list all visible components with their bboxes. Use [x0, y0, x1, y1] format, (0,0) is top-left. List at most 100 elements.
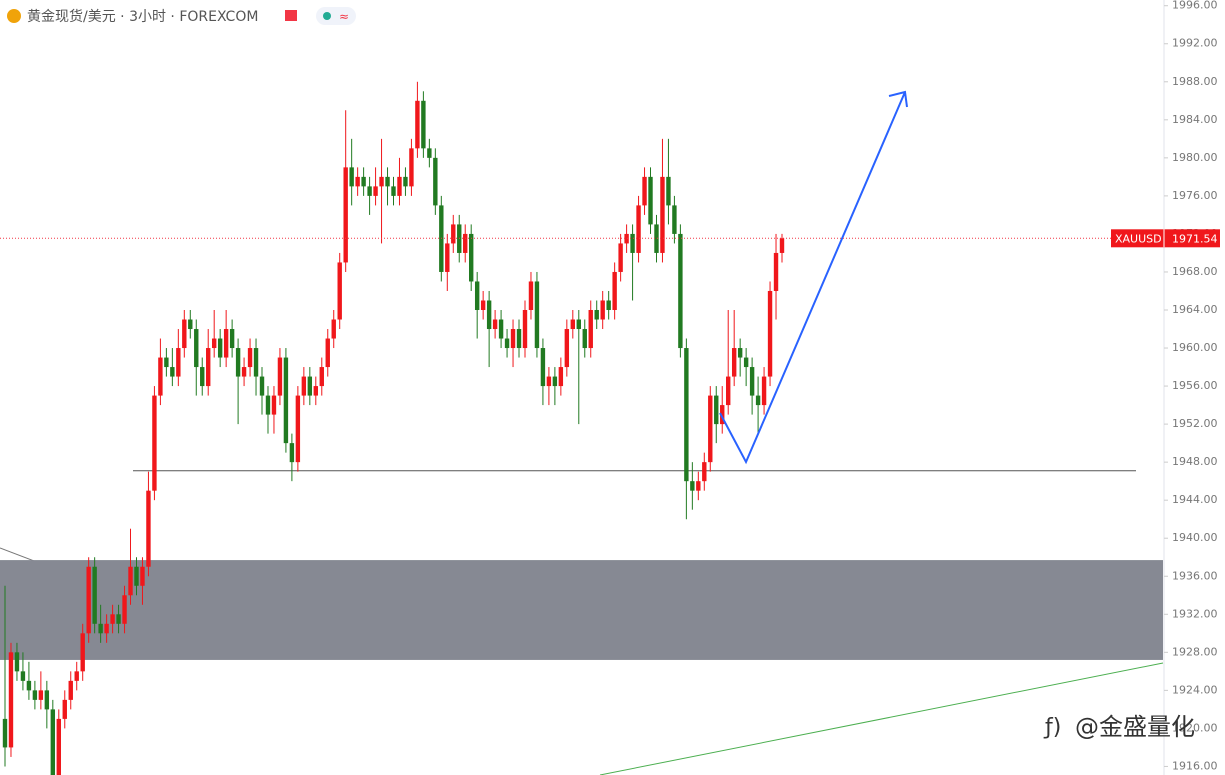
flag-icon — [285, 10, 297, 21]
candle-body — [558, 367, 564, 387]
y-tick-label: 1968.00 — [1172, 265, 1218, 278]
candle-body — [20, 671, 26, 681]
candle-body — [504, 338, 510, 349]
candle-body — [516, 329, 522, 349]
status-pill — [316, 7, 356, 25]
candle-body — [403, 176, 408, 187]
candle-body — [2, 718, 8, 748]
y-tick-label: 1944.00 — [1172, 493, 1218, 506]
candle-body — [217, 338, 223, 358]
projection-arrow — [719, 91, 906, 465]
candle-body — [612, 271, 617, 310]
candle-body — [343, 167, 348, 263]
y-tick-label: 1992.00 — [1172, 37, 1218, 50]
candle-body — [152, 395, 157, 491]
candle-body — [170, 367, 175, 377]
candle-body — [510, 329, 516, 349]
y-tick-label: 1928.00 — [1172, 645, 1218, 658]
candle-body — [779, 238, 785, 253]
candle-body — [44, 690, 50, 710]
candle-body — [690, 481, 695, 491]
candle-body — [606, 300, 611, 310]
trend-line — [599, 662, 1164, 775]
candle-body — [427, 148, 432, 158]
y-tick-label: 1980.00 — [1172, 151, 1218, 164]
candle-body — [271, 395, 277, 415]
candle-body — [319, 367, 324, 387]
candle-body — [140, 566, 145, 586]
y-tick-label: 1996.00 — [1172, 0, 1218, 12]
candle-body — [182, 319, 187, 349]
candle-body — [337, 262, 342, 320]
candle-body — [128, 566, 133, 596]
candle-body — [642, 176, 647, 206]
candle-body — [325, 338, 330, 368]
candle-body — [469, 233, 474, 282]
candle-body — [666, 176, 671, 206]
candle-body — [463, 233, 468, 253]
candle-body — [755, 395, 761, 406]
candle-body — [14, 652, 20, 672]
candle-body — [672, 205, 677, 234]
candle-body — [104, 623, 109, 634]
candle-body — [618, 243, 623, 272]
candle-body — [206, 348, 211, 387]
y-tick-label: 1952.00 — [1172, 417, 1218, 430]
status-icon: ≈ — [339, 10, 349, 24]
candle-body — [38, 690, 44, 700]
candle-body — [684, 348, 689, 482]
candle-body — [241, 367, 247, 377]
candle-body — [331, 319, 336, 339]
candle-body — [564, 329, 570, 368]
candle-body — [576, 319, 581, 330]
candle-body — [540, 348, 546, 387]
candle-body — [92, 566, 97, 624]
candle-body — [546, 376, 552, 387]
y-tick-label: 1940.00 — [1172, 531, 1218, 544]
y-tick-label: 1956.00 — [1172, 379, 1218, 392]
candle-body — [708, 395, 713, 463]
candle-body — [445, 243, 450, 272]
candle-body — [660, 176, 665, 253]
candle-body — [74, 671, 79, 681]
candle-body — [307, 376, 313, 396]
candle-body — [421, 100, 426, 149]
candle-body — [570, 319, 576, 330]
y-tick-label: 1988.00 — [1172, 75, 1218, 88]
candle-body — [295, 395, 301, 463]
candle-body — [277, 357, 283, 396]
candle-body — [313, 386, 318, 396]
candle-body — [349, 167, 354, 187]
candle-body — [158, 357, 163, 396]
candle-body — [451, 224, 456, 244]
candle-body — [86, 566, 91, 634]
candle-body — [588, 310, 593, 349]
symbol-icon — [7, 9, 21, 23]
candle-body — [749, 367, 755, 396]
candle-body — [367, 186, 372, 196]
candle-body — [211, 338, 217, 349]
candle-body — [534, 281, 540, 349]
candle-body — [737, 348, 743, 358]
y-tick-label: 1932.00 — [1172, 607, 1218, 620]
candle-body — [62, 699, 67, 719]
y-tick-label: 1916.00 — [1172, 759, 1218, 772]
candle-body — [714, 395, 719, 425]
candle-body — [767, 290, 773, 377]
status-dot — [323, 12, 331, 20]
candle-body — [8, 652, 14, 748]
candle-body — [409, 148, 414, 187]
y-tick-label: 1920.00 — [1172, 721, 1218, 734]
y-tick-label: 1976.00 — [1172, 189, 1218, 202]
candle-body — [223, 329, 229, 358]
candle-body — [379, 176, 384, 187]
candle-body — [528, 281, 534, 310]
candle-body — [391, 186, 396, 196]
watermark-icon: ƒ) — [1043, 715, 1061, 740]
last-price-box — [1111, 229, 1220, 248]
candle-body — [678, 233, 683, 349]
candle-body — [283, 357, 289, 444]
candle-body — [68, 680, 73, 700]
candle-body — [116, 614, 121, 624]
